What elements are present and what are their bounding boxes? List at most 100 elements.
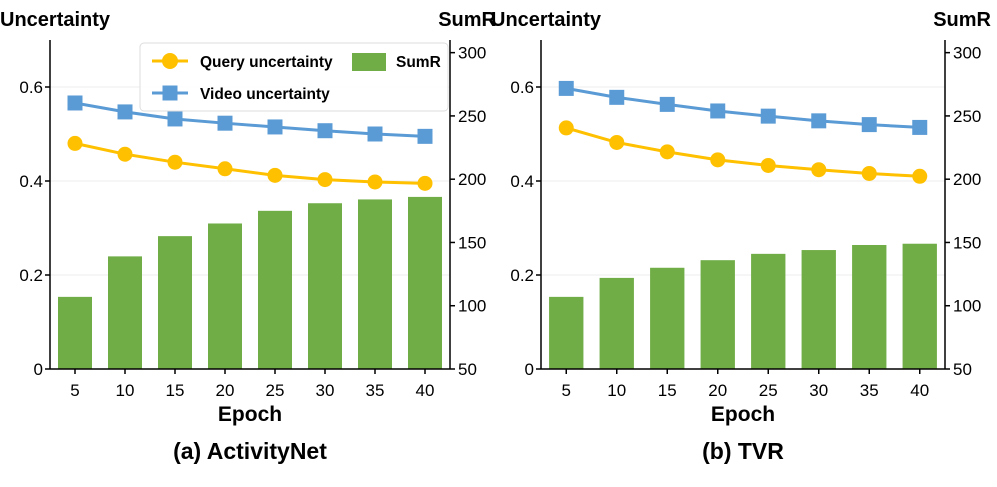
- right-tick-label: 150: [953, 233, 981, 252]
- video-uncertainty-point: [609, 89, 625, 105]
- query-uncertainty-point: [267, 167, 283, 183]
- video-uncertainty-point: [317, 123, 333, 139]
- sumr-bar: [358, 199, 392, 369]
- legend: Query uncertainty SumR Video uncertainty: [139, 42, 449, 112]
- chart-panel-2: 0 0.2 0.4 0.6 50 100 150 200 250 300 5 10 15 20 25 30 35…: [491, 9, 992, 464]
- right-tick-label: 50: [458, 360, 477, 379]
- video-uncertainty-line: [565, 86, 920, 129]
- video-uncertainty-point: [760, 108, 776, 124]
- left-tick-label: 0.2: [19, 266, 43, 285]
- left-axis-title: Uncertainty: [491, 9, 602, 31]
- x-tick-label: 5: [562, 381, 571, 400]
- x-tick-label: 30: [316, 381, 335, 400]
- left-tick-label: 0.2: [510, 266, 534, 285]
- right-tick-label: 100: [458, 297, 486, 316]
- query-uncertainty-point: [367, 174, 383, 190]
- sumr-bar: [801, 250, 836, 369]
- video-uncertainty-point: [912, 119, 928, 135]
- x-tick-label: 25: [266, 381, 285, 400]
- legend-video-label: Video uncertainty: [200, 86, 330, 103]
- legend-query-marker: [162, 53, 178, 69]
- right-tick-label: 250: [953, 107, 981, 126]
- x-tick-label: 15: [658, 381, 677, 400]
- sumr-bar: [902, 243, 937, 369]
- query-uncertainty-point: [659, 144, 675, 160]
- video-uncertainty-point: [811, 113, 827, 129]
- video-uncertainty-line: [74, 101, 426, 138]
- x-tick-label: 20: [708, 381, 727, 400]
- left-tick-label: 0.6: [19, 78, 43, 97]
- left-tick-label: 0: [525, 360, 534, 379]
- left-tick-label: 0.4: [19, 172, 43, 191]
- query-uncertainty-point: [811, 162, 827, 178]
- video-uncertainty-point: [710, 103, 726, 119]
- legend-query-label: Query uncertainty: [200, 54, 333, 71]
- right-tick-label: 300: [953, 44, 981, 63]
- right-tick-label: 200: [458, 170, 486, 189]
- sumr-bar: [308, 203, 342, 369]
- sumr-bar: [208, 223, 242, 369]
- video-uncertainty-point: [417, 128, 433, 144]
- query-uncertainty-point: [117, 146, 133, 162]
- video-uncertainty-point: [217, 115, 233, 131]
- video-uncertainty-point: [367, 126, 383, 142]
- x-tick-label: 40: [416, 381, 435, 400]
- left-tick-label: 0: [34, 360, 43, 379]
- query-uncertainty-point: [67, 135, 83, 151]
- left-tick-label: 0.6: [510, 78, 534, 97]
- query-uncertainty-point: [912, 168, 928, 184]
- legend-video-marker: [162, 85, 178, 101]
- sumr-bar: [650, 267, 685, 369]
- x-tick-label: 10: [116, 381, 135, 400]
- sumr-bar: [408, 196, 442, 369]
- chart-title: (b) TVR: [702, 438, 784, 464]
- video-uncertainty-point: [167, 111, 183, 127]
- x-tick-label: 35: [860, 381, 879, 400]
- sumr-bar: [258, 210, 292, 369]
- x-axis-title: Epoch: [711, 403, 775, 426]
- right-tick-label: 200: [953, 170, 981, 189]
- sumr-bar: [108, 256, 142, 369]
- sumr-bar: [751, 253, 786, 369]
- sumr-bar: [58, 296, 92, 369]
- right-tick-label: 100: [953, 297, 981, 316]
- legend-sumr-label: SumR: [396, 54, 441, 71]
- sumr-bar: [549, 296, 584, 369]
- right-axis-title: SumR: [933, 9, 991, 31]
- right-tick-label: 50: [953, 360, 972, 379]
- video-uncertainty-point: [659, 96, 675, 112]
- x-tick-label: 30: [809, 381, 828, 400]
- chart-panel-1: 0 0.2 0.4 0.6 50 100 150 200 250 300 5 10 15 20 25 30 35…: [0, 9, 497, 464]
- right-tick-label: 250: [458, 107, 486, 126]
- x-tick-label: 15: [166, 381, 185, 400]
- chart-title: (a) ActivityNet: [173, 438, 327, 464]
- x-axis-title: Epoch: [218, 403, 282, 426]
- video-uncertainty-point: [861, 117, 877, 133]
- query-uncertainty-point: [217, 161, 233, 177]
- video-uncertainty-point: [558, 80, 574, 96]
- left-axis-title: Uncertainty: [0, 9, 111, 31]
- query-uncertainty-line: [565, 126, 920, 178]
- query-uncertainty-line: [74, 141, 426, 185]
- query-uncertainty-point: [861, 165, 877, 181]
- right-axis-title: SumR: [438, 9, 496, 31]
- x-tick-label: 25: [759, 381, 778, 400]
- x-tick-label: 10: [607, 381, 626, 400]
- legend-sumr-swatch: [352, 53, 386, 71]
- sumr-bar: [852, 244, 887, 369]
- query-uncertainty-point: [417, 175, 433, 191]
- video-uncertainty-point: [117, 104, 133, 120]
- video-uncertainty-point: [67, 95, 83, 111]
- sumr-bar: [158, 236, 192, 369]
- query-uncertainty-point: [760, 157, 776, 173]
- right-tick-label: 300: [458, 44, 486, 63]
- video-uncertainty-point: [267, 119, 283, 135]
- query-uncertainty-point: [167, 154, 183, 170]
- query-uncertainty-point: [710, 152, 726, 168]
- x-tick-label: 40: [910, 381, 929, 400]
- x-tick-label: 35: [366, 381, 385, 400]
- sumr-bar: [599, 277, 634, 369]
- query-uncertainty-point: [609, 134, 625, 150]
